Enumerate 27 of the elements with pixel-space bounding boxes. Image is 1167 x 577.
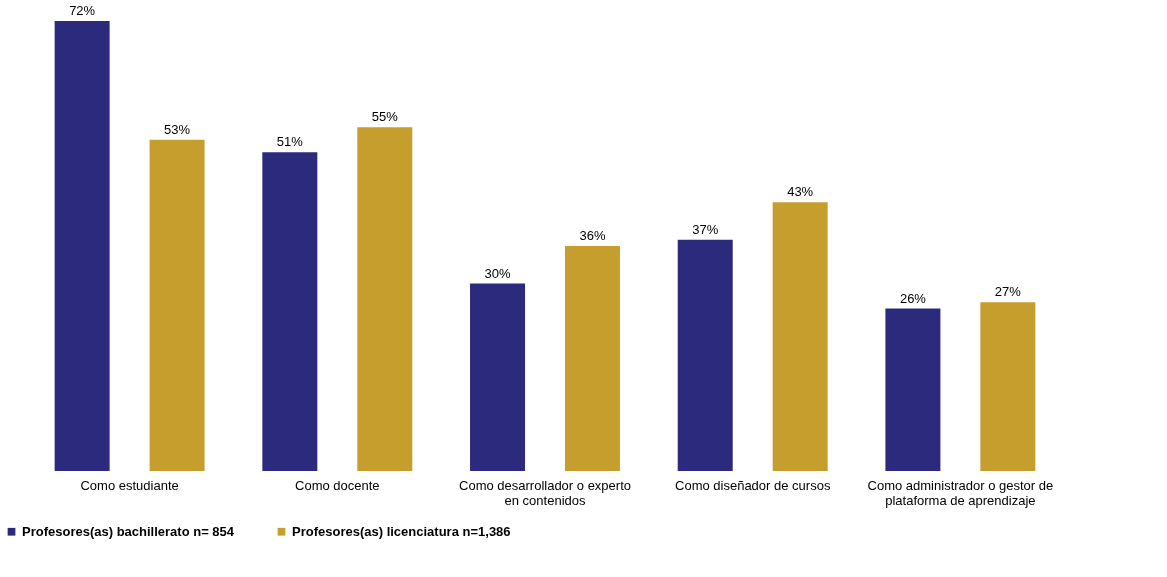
- bar: [772, 202, 828, 471]
- legend-label: Profesores(as) bachillerato n= 854: [22, 523, 235, 539]
- bar: [885, 308, 941, 471]
- x-tick-label: Como administrador o gestor de plataforma de aprendizaje: [867, 477, 1054, 508]
- data-label: 43%: [787, 184, 814, 200]
- bar: [470, 283, 526, 471]
- bar: [357, 127, 413, 471]
- x-tick-label: Como diseñador de cursos: [675, 477, 831, 493]
- data-label: 51%: [276, 134, 304, 150]
- x-tick-label: Como docente: [295, 477, 380, 493]
- data-label: 37%: [692, 221, 719, 237]
- bar: [677, 239, 733, 471]
- data-label: 53%: [164, 121, 191, 137]
- bar: [54, 21, 110, 471]
- data-label: 30%: [484, 265, 511, 281]
- data-label: 55%: [371, 109, 399, 125]
- x-tick-label: Como desarrollador o experto en contenidos: [459, 477, 631, 508]
- bar: [980, 302, 1036, 471]
- bar: [564, 246, 620, 471]
- bar: [262, 152, 318, 471]
- data-label: 26%: [899, 290, 927, 306]
- data-label: 27%: [994, 284, 1022, 300]
- legend-label: Profesores(as) licenciatura n=1,386: [292, 523, 511, 539]
- bar: [149, 139, 205, 471]
- data-label: 36%: [579, 228, 606, 243]
- data-label: 72%: [69, 3, 96, 18]
- x-tick-label: Como estudiante: [80, 477, 179, 493]
